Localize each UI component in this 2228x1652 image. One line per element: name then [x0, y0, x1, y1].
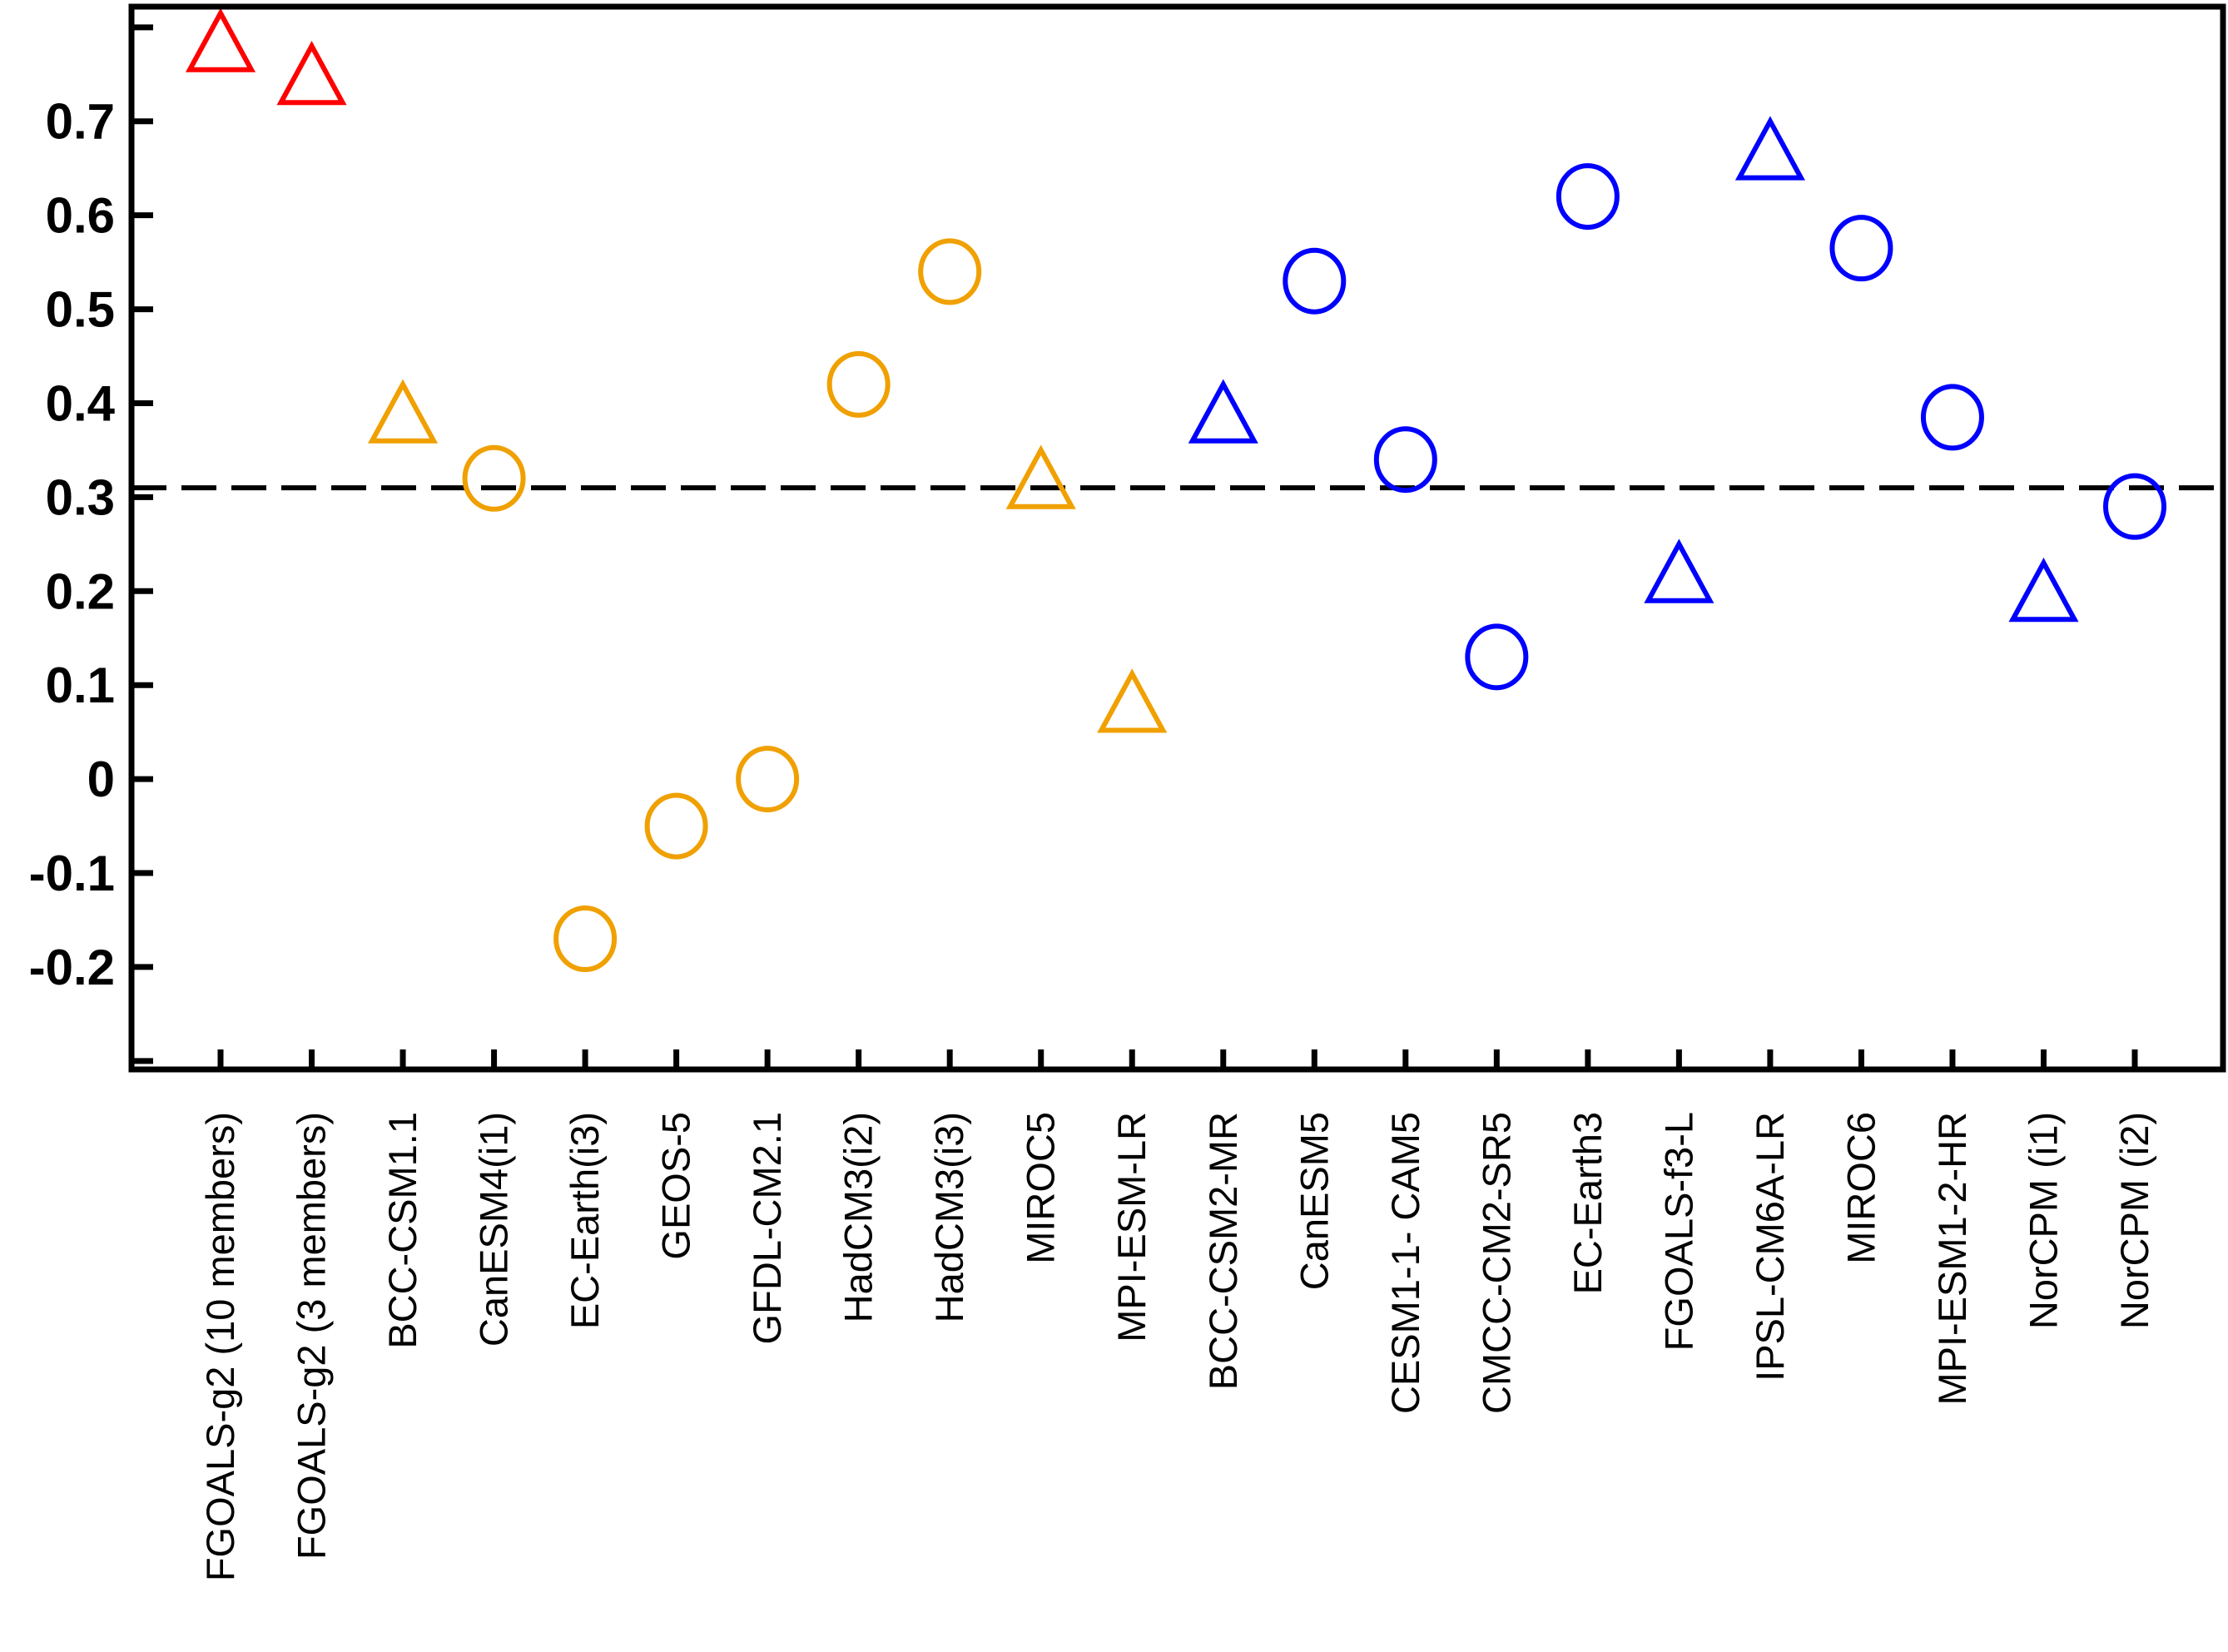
data-point-triangle: [276, 41, 347, 106]
y-tick-label: 0.5: [46, 282, 115, 338]
data-point-circle: [1920, 384, 1984, 451]
x-tick-label: CESM1-1- CAM5: [1383, 1112, 1427, 1414]
x-tick-label: MPI-ESM1-2-HR: [1930, 1112, 1974, 1406]
x-tick-label: MPI-ESM-LR: [1109, 1112, 1154, 1342]
y-tick-label: 0.3: [46, 469, 115, 525]
data-point-triangle: [2008, 558, 2079, 623]
y-tick-label: 0.2: [46, 563, 115, 619]
data-point-circle: [1283, 247, 1347, 315]
data-point-circle: [1465, 623, 1529, 691]
data-point-circle: [2103, 473, 2166, 540]
y-tick-label: -0.1: [29, 846, 115, 901]
data-point-triangle: [185, 7, 256, 72]
x-tick-label: EC-Earth(i3): [563, 1112, 607, 1329]
x-tick-label: GEOS-5: [654, 1112, 698, 1260]
x-tick-label: BCC-CSM2-MR: [1201, 1112, 1245, 1390]
x-tick-label: FGOALS-f3-L: [1656, 1112, 1700, 1351]
data-point-triangle: [1097, 668, 1168, 733]
data-point-circle: [736, 746, 800, 813]
x-tick-label: GFDL-CM2.1: [745, 1112, 789, 1344]
x-tick-label: MIROC6: [1838, 1112, 1883, 1264]
x-tick-label: CanESM5: [1292, 1112, 1336, 1290]
x-tick-label: HadCM3(i3): [927, 1112, 971, 1322]
x-tick-label: IPSL-CM6A-LR: [1748, 1112, 1792, 1382]
y-ticks: [131, 24, 153, 1064]
y-tick-labels: 0.7 0.6 0.5 0.4 0.3 0.2 0.1 0 -0.1 -0.2: [29, 94, 116, 995]
x-tick-label: FGOALS-g2 (3 members): [290, 1112, 334, 1560]
x-tick-label: NorCPM (i2): [2112, 1112, 2156, 1329]
data-point-circle: [826, 350, 891, 418]
x-ticks: [217, 1049, 2138, 1069]
data-points: [185, 7, 2166, 973]
y-tick-label: 0.4: [46, 375, 116, 431]
x-tick-label: BCC-CSM1.1: [380, 1112, 424, 1349]
x-tick-label: NorCPM (i1): [2021, 1112, 2065, 1329]
x-tick-label: HadCM3(i2): [836, 1112, 881, 1322]
data-point-circle: [644, 792, 708, 860]
plot-border: [128, 3, 2226, 1073]
data-point-circle: [1829, 215, 1893, 282]
data-point-circle: [462, 444, 526, 512]
data-point-circle: [1556, 163, 1620, 231]
data-point-circle: [553, 905, 618, 973]
y-tick-label: 0.7: [46, 94, 115, 150]
x-tick-label: CMCC-CM2-SR5: [1474, 1112, 1518, 1414]
data-point-circle: [918, 238, 982, 305]
y-tick-label: 0.6: [46, 188, 115, 244]
data-point-triangle: [1734, 116, 1805, 181]
y-tick-label: 0.1: [46, 657, 115, 713]
y-tick-label: 0: [87, 752, 115, 807]
data-point-circle: [1373, 426, 1437, 494]
x-tick-labels: FGOALS-g2 (10 members) FGOALS-g2 (3 membe…: [198, 1112, 2156, 1581]
data-point-triangle: [1644, 538, 1714, 603]
data-point-triangle: [368, 379, 439, 444]
x-tick-label: EC-Earth3: [1566, 1112, 1610, 1294]
y-tick-label: -0.2: [29, 940, 115, 995]
data-point-triangle: [1188, 379, 1258, 444]
x-tick-label: FGOALS-g2 (10 members): [198, 1112, 242, 1581]
x-tick-label: MIROC5: [1019, 1112, 1063, 1264]
x-tick-label: CanESM4(i1): [472, 1112, 516, 1347]
data-point-triangle: [1005, 444, 1076, 509]
